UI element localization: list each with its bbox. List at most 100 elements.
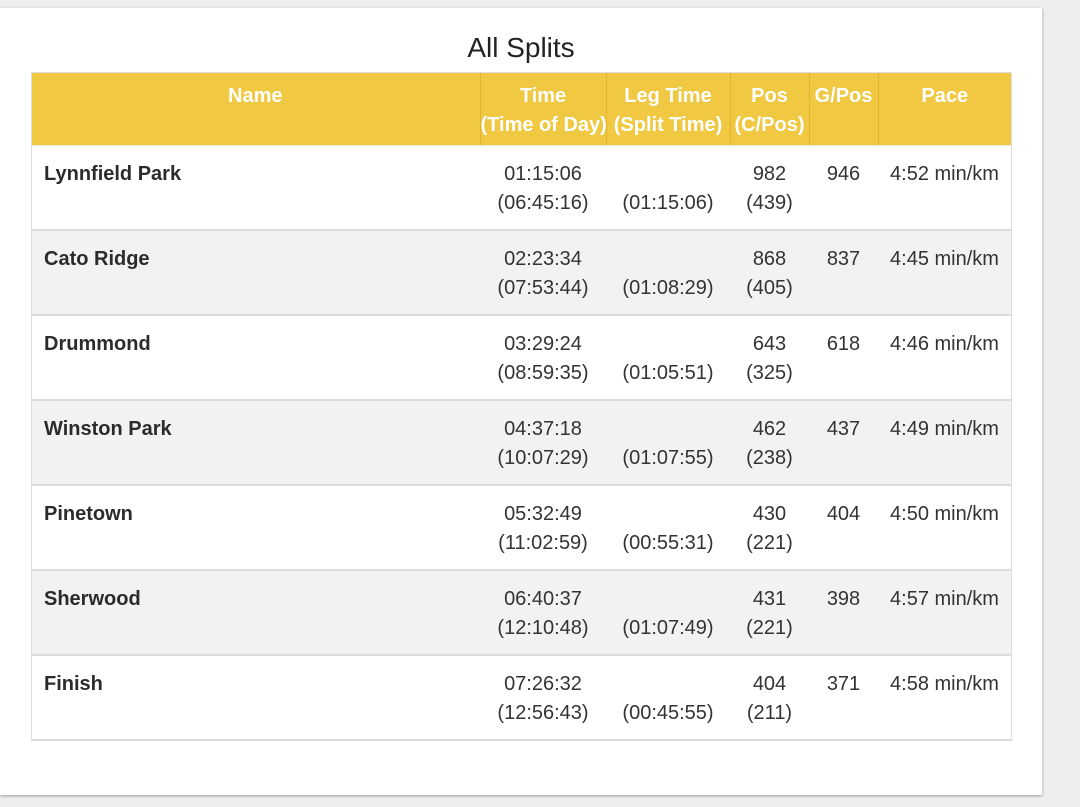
split-pace: 4:46 min/km bbox=[878, 315, 1011, 401]
split-leg-time bbox=[606, 415, 730, 444]
column-header-gpos[interactable]: G/Pos bbox=[809, 72, 879, 146]
split-leg-time bbox=[606, 245, 730, 274]
split-leg-time bbox=[606, 670, 730, 699]
split-pos: 430 bbox=[752, 503, 787, 525]
split-split-time: (01:15:06) bbox=[622, 192, 714, 214]
split-name: Drummond bbox=[31, 315, 480, 401]
splits-table: Name Time (Time of Day) Leg Time (Split … bbox=[31, 72, 1011, 741]
split-pace: 4:58 min/km bbox=[878, 655, 1011, 741]
split-cpos: (405) bbox=[746, 277, 793, 299]
split-pace: 4:52 min/km bbox=[878, 145, 1011, 231]
split-time: 02:23:34 bbox=[504, 248, 582, 270]
split-leg-cell: (01:05:51) bbox=[606, 315, 730, 401]
table-row: Finish 07:26:32 (12:56:43) (00:45:55) 404… bbox=[31, 655, 1011, 741]
split-time-cell: 07:26:32 (12:56:43) bbox=[480, 655, 606, 741]
split-leg-cell: (01:07:55) bbox=[606, 400, 730, 486]
split-pace: 4:45 min/km bbox=[878, 230, 1011, 316]
split-pos: 462 bbox=[752, 418, 787, 440]
split-time-of-day: (07:53:44) bbox=[497, 277, 589, 299]
split-gpos: 837 bbox=[809, 230, 878, 316]
split-pos: 982 bbox=[752, 163, 787, 185]
split-pos: 431 bbox=[752, 588, 787, 610]
column-header-pos-sublabel: (C/Pos) bbox=[734, 114, 805, 136]
column-header-leg-sublabel: (Split Time) bbox=[613, 114, 723, 136]
table-row: Sherwood 06:40:37 (12:10:48) (01:07:49) 4… bbox=[31, 570, 1011, 656]
column-header-time-label: Time bbox=[519, 85, 567, 107]
split-gpos: 946 bbox=[809, 145, 878, 231]
split-time-cell: 02:23:34 (07:53:44) bbox=[480, 230, 606, 316]
split-time-of-day: (08:59:35) bbox=[497, 362, 589, 384]
split-gpos: 404 bbox=[809, 485, 878, 571]
column-header-time-sublabel: (Time of Day) bbox=[480, 114, 607, 136]
split-time: 05:32:49 bbox=[504, 503, 582, 525]
split-leg-time bbox=[606, 160, 730, 189]
split-split-time: (01:08:29) bbox=[622, 277, 714, 299]
split-name: Sherwood bbox=[31, 570, 480, 656]
column-header-pace[interactable]: Pace bbox=[878, 72, 1011, 146]
table-row: Pinetown 05:32:49 (11:02:59) (00:55:31) 4… bbox=[31, 485, 1011, 571]
split-split-time: (01:07:49) bbox=[622, 617, 714, 639]
split-gpos: 618 bbox=[809, 315, 878, 401]
column-header-name-label: Name bbox=[228, 85, 283, 107]
split-gpos: 398 bbox=[809, 570, 878, 656]
table-header-row: Name Time (Time of Day) Leg Time (Split … bbox=[31, 72, 1011, 146]
split-time-of-day: (06:45:16) bbox=[497, 192, 589, 214]
split-time-cell: 01:15:06 (06:45:16) bbox=[480, 145, 606, 231]
split-leg-cell: (01:08:29) bbox=[606, 230, 730, 316]
split-cpos: (221) bbox=[746, 532, 793, 554]
column-header-gpos-label: G/Pos bbox=[814, 85, 873, 107]
split-cpos: (221) bbox=[746, 617, 793, 639]
split-split-time: (01:05:51) bbox=[622, 362, 714, 384]
column-header-time[interactable]: Time (Time of Day) bbox=[480, 72, 607, 146]
split-cpos: (211) bbox=[746, 702, 793, 724]
split-leg-cell: (01:07:49) bbox=[606, 570, 730, 656]
split-pos-cell: 431 (221) bbox=[730, 570, 809, 656]
split-leg-cell: (00:45:55) bbox=[606, 655, 730, 741]
split-time: 01:15:06 bbox=[504, 163, 582, 185]
split-time-cell: 03:29:24 (08:59:35) bbox=[480, 315, 606, 401]
split-pos-cell: 430 (221) bbox=[730, 485, 809, 571]
split-pos: 404 bbox=[752, 673, 787, 695]
split-time: 04:37:18 bbox=[504, 418, 582, 440]
split-leg-time bbox=[606, 500, 730, 529]
split-time-of-day: (12:56:43) bbox=[497, 702, 589, 724]
split-leg-time bbox=[606, 585, 730, 614]
table-row: Cato Ridge 02:23:34 (07:53:44) (01:08:29)… bbox=[31, 230, 1011, 316]
split-pace: 4:57 min/km bbox=[878, 570, 1011, 656]
table-row: Lynnfield Park 01:15:06 (06:45:16) (01:15… bbox=[31, 145, 1011, 231]
split-name: Finish bbox=[31, 655, 480, 741]
split-pos-cell: 462 (238) bbox=[730, 400, 809, 486]
table-row: Winston Park 04:37:18 (10:07:29) (01:07:5… bbox=[31, 400, 1011, 486]
split-cpos: (325) bbox=[746, 362, 793, 384]
column-header-name[interactable]: Name bbox=[31, 72, 481, 146]
column-header-leg-time[interactable]: Leg Time (Split Time) bbox=[606, 72, 731, 146]
split-time-of-day: (11:02:59) bbox=[498, 532, 588, 554]
table-row: Drummond 03:29:24 (08:59:35) (01:05:51) 6… bbox=[31, 315, 1011, 401]
column-header-leg-label: Leg Time bbox=[624, 85, 712, 107]
split-split-time: (00:55:31) bbox=[622, 532, 714, 554]
split-pace: 4:50 min/km bbox=[878, 485, 1011, 571]
split-time-cell: 04:37:18 (10:07:29) bbox=[480, 400, 606, 486]
column-header-pos[interactable]: Pos (C/Pos) bbox=[730, 72, 810, 146]
split-time: 03:29:24 bbox=[504, 333, 582, 355]
split-cpos: (238) bbox=[746, 447, 793, 469]
split-pos-cell: 982 (439) bbox=[730, 145, 809, 231]
split-name: Cato Ridge bbox=[31, 230, 480, 316]
split-pos-cell: 868 (405) bbox=[730, 230, 809, 316]
split-pos-cell: 643 (325) bbox=[730, 315, 809, 401]
split-name: Lynnfield Park bbox=[31, 145, 480, 231]
split-name: Winston Park bbox=[31, 400, 480, 486]
split-split-time: (01:07:55) bbox=[622, 447, 714, 469]
split-split-time: (00:45:55) bbox=[622, 702, 714, 724]
split-time-cell: 05:32:49 (11:02:59) bbox=[480, 485, 606, 571]
split-time-of-day: (12:10:48) bbox=[497, 617, 589, 639]
split-name: Pinetown bbox=[31, 485, 480, 571]
split-leg-cell: (00:55:31) bbox=[606, 485, 730, 571]
split-gpos: 437 bbox=[809, 400, 878, 486]
split-pace: 4:49 min/km bbox=[878, 400, 1011, 486]
split-pos: 643 bbox=[752, 333, 787, 355]
page-title: All Splits bbox=[467, 32, 575, 63]
split-leg-time bbox=[606, 330, 730, 359]
split-cpos: (439) bbox=[746, 192, 793, 214]
split-time: 06:40:37 bbox=[504, 588, 582, 610]
